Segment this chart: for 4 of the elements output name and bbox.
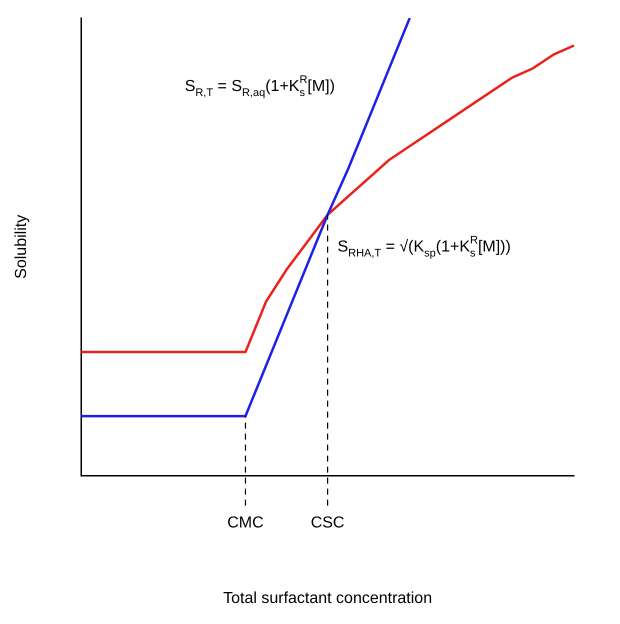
- x-axis-title: Total surfactant concentration: [223, 590, 432, 607]
- x-tick-label: CSC: [310, 514, 344, 532]
- y-axis-title: Solubility: [13, 214, 30, 279]
- x-tick-label: CMC: [227, 514, 264, 532]
